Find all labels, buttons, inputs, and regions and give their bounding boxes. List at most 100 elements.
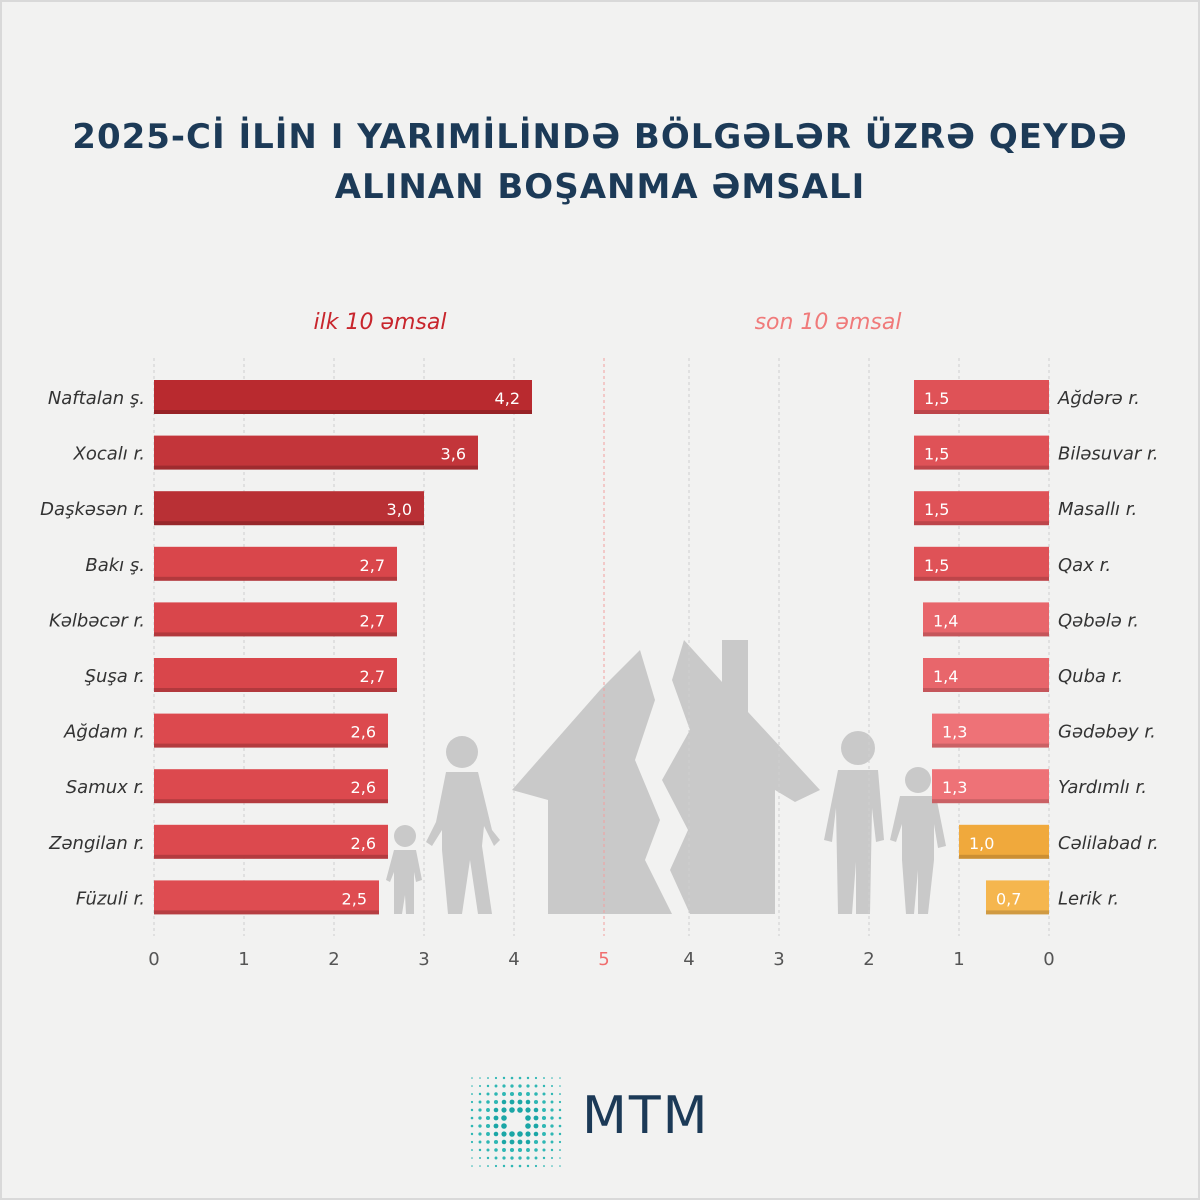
logo-dot <box>470 1132 474 1136</box>
logo-dot <box>493 1099 499 1105</box>
logo-dot <box>502 1148 506 1152</box>
logo-dot <box>533 1115 539 1121</box>
right-axis-tick-label: 4 <box>683 949 694 970</box>
logo-dot <box>471 1077 473 1079</box>
right-bar-value-label: 1,5 <box>924 389 949 408</box>
right-bar-shadow <box>932 799 1049 804</box>
logo-dot <box>559 1149 561 1151</box>
logo-dot <box>471 1093 473 1095</box>
logo-dot <box>550 1132 554 1136</box>
logo-dot <box>509 1139 515 1145</box>
logo-dot <box>471 1165 473 1167</box>
logo-dot <box>517 1139 523 1145</box>
logo-dot <box>526 1092 530 1096</box>
left-category-label: Xocalı r. <box>73 444 145 465</box>
title-line-1: 2025-Cİ İLİN I YARIMİLİNDƏ BÖLGƏLƏR ÜZRƏ… <box>72 117 1128 157</box>
logo-dot <box>551 1157 553 1159</box>
right-bar-value-label: 1,5 <box>924 445 949 464</box>
right-bar-shadow <box>914 576 1049 581</box>
left-category-label: Füzuli r. <box>76 888 145 909</box>
logo-dot <box>494 1084 498 1088</box>
logo-dot <box>510 1164 514 1168</box>
logo-dot <box>543 1165 545 1167</box>
left-section-title: ilk 10 əmsal <box>313 310 447 335</box>
logo-dot <box>550 1148 554 1152</box>
title-line-2: ALINAN BOŞANMA ƏMSALI <box>334 167 866 207</box>
left-bar <box>154 435 478 470</box>
logo-dot <box>558 1100 562 1104</box>
left-bar-shadow <box>154 743 388 748</box>
left-category-label: Naftalan ş. <box>48 388 145 409</box>
right-bar-shadow <box>923 632 1049 637</box>
logo-dot <box>533 1099 539 1105</box>
logo-dot <box>558 1140 562 1144</box>
logo-dot <box>518 1156 522 1160</box>
right-category-label: Masallı r. <box>1058 499 1137 520</box>
logo-dot <box>478 1116 482 1120</box>
family-silhouette-icon <box>386 640 946 914</box>
logo-dot <box>526 1084 530 1088</box>
logo-dot <box>493 1107 499 1113</box>
right-section-title: son 10 əmsal <box>754 310 902 335</box>
logo-dot <box>509 1147 515 1153</box>
left-bar-value-label: 3,6 <box>441 445 466 464</box>
left-axis-tick-label: 2 <box>328 949 339 970</box>
logo-dot <box>534 1092 538 1096</box>
right-bar-value-label: 1,3 <box>942 723 967 742</box>
left-bar <box>154 658 397 692</box>
logo-dot <box>486 1132 490 1136</box>
logo-dot <box>501 1115 507 1121</box>
logo-dot <box>510 1084 514 1088</box>
logo-dot <box>510 1076 514 1080</box>
logo-dot <box>486 1092 490 1096</box>
right-bar <box>914 435 1049 470</box>
logo-dot <box>486 1100 490 1104</box>
left-bar-shadow <box>154 910 379 915</box>
right-bar <box>914 380 1049 414</box>
left-bar <box>154 824 388 859</box>
logo-dot <box>470 1140 474 1144</box>
logo-dot <box>551 1085 553 1087</box>
left-category-label: Bakı ş. <box>85 555 145 576</box>
right-category-label: Lerik r. <box>1058 888 1119 909</box>
right-category-label: Gədəbəy r. <box>1058 722 1156 743</box>
right-axis-tick-label: 0 <box>1043 949 1054 970</box>
logo-dot <box>542 1132 546 1136</box>
left-bar-shadow <box>154 465 478 470</box>
right-category-label: Qax r. <box>1058 555 1111 576</box>
right-bar-shadow <box>986 910 1049 915</box>
logo-dot <box>518 1076 522 1080</box>
right-bar <box>932 713 1049 748</box>
left-bar <box>154 380 532 414</box>
logo-dot <box>486 1140 490 1144</box>
left-category-label: Daşkəsən r. <box>40 499 145 520</box>
logo-dot <box>487 1165 489 1167</box>
left-bar <box>154 491 424 526</box>
logo-dot <box>526 1076 530 1080</box>
logo-dot <box>542 1100 546 1104</box>
left-bar-shadow <box>154 632 397 637</box>
logo-dot <box>509 1091 515 1097</box>
left-bar-value-label: 4,2 <box>495 389 520 408</box>
logo-dot <box>541 1115 547 1121</box>
logo-dot <box>501 1131 507 1137</box>
left-bar-value-label: 2,7 <box>360 556 385 575</box>
logo-dot <box>479 1077 481 1079</box>
left-bar <box>154 880 379 915</box>
logo-dot <box>479 1085 481 1087</box>
left-axis-tick-label: 0 <box>148 949 159 970</box>
logo-dot <box>470 1116 474 1120</box>
logo-dot <box>542 1140 546 1144</box>
logo-dot <box>550 1108 554 1112</box>
shared-axis-tick-label: 5 <box>598 949 609 970</box>
logo-dot <box>493 1115 499 1121</box>
logo-dot <box>501 1107 507 1113</box>
logo-dot <box>493 1123 499 1129</box>
left-bar-value-label: 2,6 <box>351 834 376 853</box>
left-bar <box>154 713 388 748</box>
right-bar-shadow <box>914 521 1049 526</box>
logo-dot <box>559 1077 561 1079</box>
right-category-label: Yardımlı r. <box>1058 777 1147 798</box>
logo-dot <box>487 1077 489 1079</box>
logo-dot <box>479 1157 481 1159</box>
